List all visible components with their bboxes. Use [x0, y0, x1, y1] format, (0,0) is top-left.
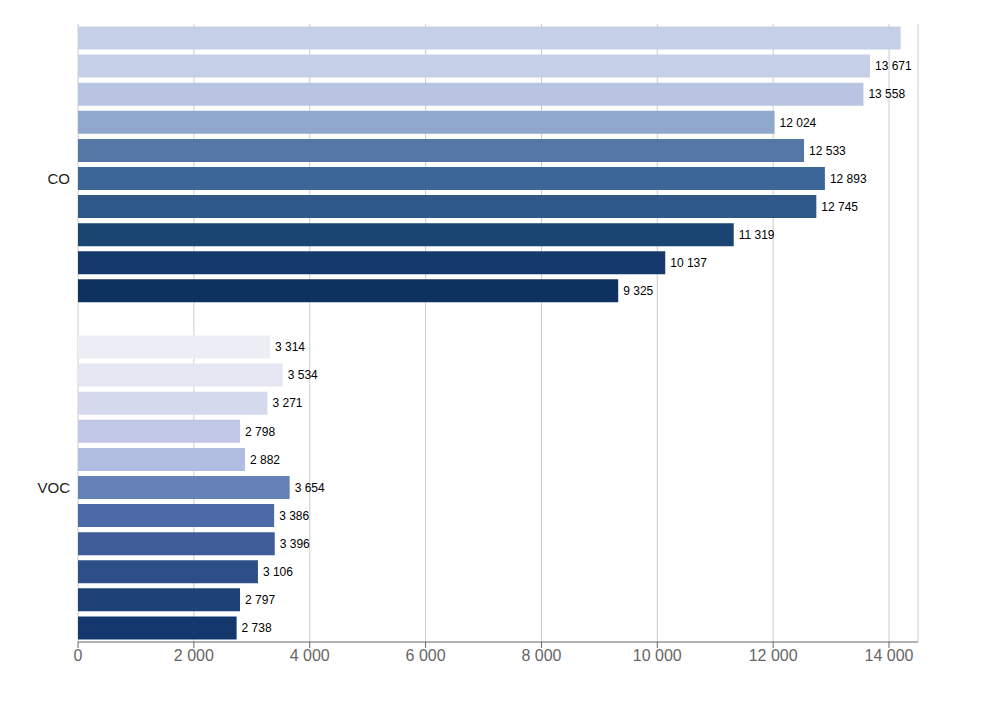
svg-text:2 797: 2 797: [245, 593, 275, 607]
svg-text:10 000: 10 000: [633, 647, 682, 664]
svg-text:2 798: 2 798: [245, 425, 275, 439]
svg-text:3 396: 3 396: [280, 537, 310, 551]
svg-text:11 319: 11 319: [739, 228, 775, 242]
svg-text:3 386: 3 386: [279, 509, 309, 523]
svg-text:10 137: 10 137: [670, 256, 707, 270]
svg-text:3 654: 3 654: [295, 481, 325, 495]
svg-text:0: 0: [74, 647, 83, 664]
svg-text:12 024: 12 024: [780, 116, 817, 130]
svg-text:3 314: 3 314: [275, 340, 305, 354]
svg-text:8 000: 8 000: [521, 647, 561, 664]
svg-text:12 000: 12 000: [749, 647, 798, 664]
svg-text:3 271: 3 271: [272, 396, 302, 410]
svg-text:3 106: 3 106: [263, 565, 293, 579]
svg-text:4 000: 4 000: [290, 647, 330, 664]
svg-text:12 533: 12 533: [809, 144, 846, 158]
svg-text:9 325: 9 325: [623, 284, 653, 298]
svg-text:2 000: 2 000: [174, 647, 214, 664]
svg-text:2 738: 2 738: [242, 621, 272, 635]
svg-text:13 558: 13 558: [868, 87, 905, 101]
svg-text:CO: CO: [48, 170, 71, 187]
svg-text:13 671: 13 671: [875, 59, 912, 73]
svg-text:VOC: VOC: [37, 479, 70, 496]
svg-text:14 000: 14 000: [865, 647, 914, 664]
svg-text:12 893: 12 893: [830, 172, 867, 186]
svg-text:3 534: 3 534: [288, 368, 318, 382]
svg-text:6 000: 6 000: [406, 647, 446, 664]
svg-text:2 882: 2 882: [250, 453, 280, 467]
svg-text:12 745: 12 745: [821, 200, 858, 214]
